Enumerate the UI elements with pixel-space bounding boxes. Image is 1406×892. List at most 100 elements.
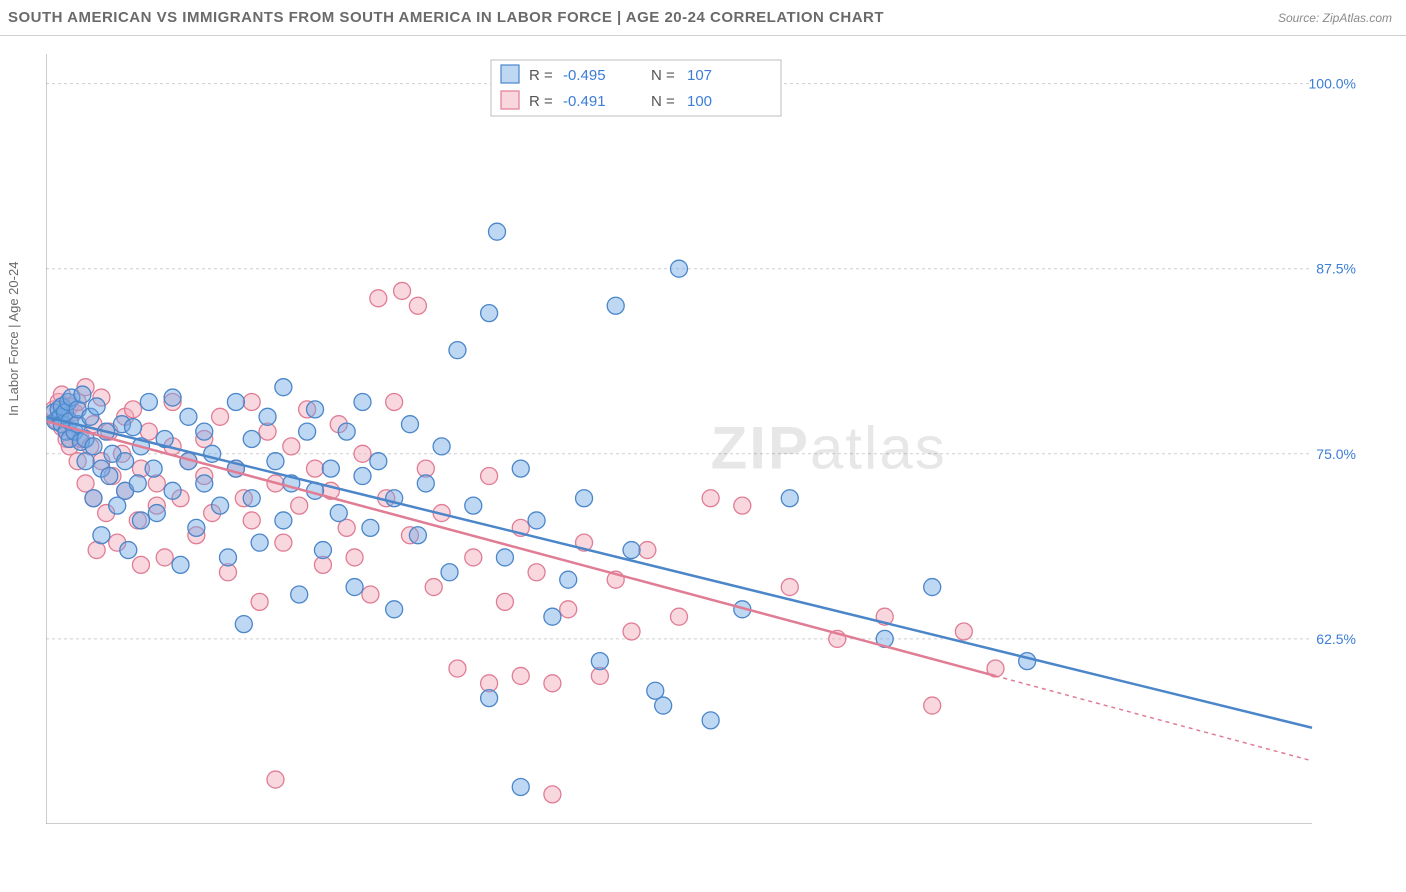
scatter-point xyxy=(544,786,561,803)
stats-r-label: R = xyxy=(529,67,553,84)
stats-r-value: -0.491 xyxy=(563,93,606,110)
scatter-point xyxy=(307,460,324,477)
scatter-point xyxy=(88,398,105,415)
scatter-point xyxy=(120,542,137,559)
scatter-point xyxy=(259,408,276,425)
scatter-point xyxy=(591,653,608,670)
scatter-point xyxy=(291,586,308,603)
scatter-point xyxy=(781,579,798,596)
scatter-point xyxy=(702,490,719,507)
scatter-point xyxy=(322,460,339,477)
scatter-point xyxy=(74,386,91,403)
scatter-point xyxy=(449,342,466,359)
scatter-point xyxy=(481,690,498,707)
scatter-point xyxy=(528,512,545,529)
scatter-point xyxy=(734,497,751,514)
scatter-point xyxy=(489,223,506,240)
scatter-point xyxy=(512,778,529,795)
scatter-point xyxy=(180,408,197,425)
scatter-point xyxy=(172,556,189,573)
scatter-point xyxy=(314,542,331,559)
scatter-point xyxy=(275,512,292,529)
scatter-point xyxy=(433,438,450,455)
scatter-point xyxy=(781,490,798,507)
scatter-point xyxy=(560,601,577,618)
scatter-point xyxy=(164,389,181,406)
scatter-point xyxy=(291,497,308,514)
scatter-point xyxy=(409,297,426,314)
scatter-point xyxy=(362,519,379,536)
stats-n-label: N = xyxy=(651,93,675,110)
scatter-point xyxy=(496,593,513,610)
scatter-point xyxy=(560,571,577,588)
scatter-point xyxy=(85,438,102,455)
scatter-point xyxy=(196,423,213,440)
scatter-point xyxy=(196,475,213,492)
scatter-point xyxy=(955,623,972,640)
scatter-point xyxy=(125,419,142,436)
scatter-point xyxy=(145,460,162,477)
scatter-point xyxy=(449,660,466,677)
scatter-point xyxy=(441,564,458,581)
y-axis-label: In Labor Force | Age 20-24 xyxy=(6,262,21,416)
scatter-point xyxy=(671,260,688,277)
scatter-point xyxy=(251,534,268,551)
scatter-point xyxy=(370,453,387,470)
y-tick-label: 75.0% xyxy=(1316,446,1356,462)
scatter-point xyxy=(386,393,403,410)
scatter-point xyxy=(528,564,545,581)
scatter-point xyxy=(307,401,324,418)
scatter-point xyxy=(243,393,260,410)
scatter-point xyxy=(267,771,284,788)
chart-area: In Labor Force | Age 20-24 62.5%75.0%87.… xyxy=(0,36,1406,856)
scatter-point xyxy=(132,512,149,529)
scatter-point xyxy=(465,549,482,566)
scatter-point xyxy=(354,468,371,485)
scatter-point xyxy=(924,697,941,714)
chart-header: SOUTH AMERICAN VS IMMIGRANTS FROM SOUTH … xyxy=(0,0,1406,36)
scatter-point xyxy=(243,490,260,507)
scatter-point xyxy=(417,475,434,492)
legend-swatch xyxy=(501,65,519,83)
scatter-point xyxy=(465,497,482,514)
scatter-point xyxy=(243,512,260,529)
scatter-point xyxy=(346,579,363,596)
scatter-point xyxy=(702,712,719,729)
scatter-point xyxy=(576,490,593,507)
scatter-point xyxy=(512,667,529,684)
scatter-point xyxy=(140,393,157,410)
y-tick-label: 100.0% xyxy=(1309,76,1356,92)
scatter-point xyxy=(671,608,688,625)
watermark: ZIPatlas xyxy=(711,415,947,482)
scatter-point xyxy=(283,438,300,455)
scatter-point xyxy=(148,475,165,492)
scatter-point xyxy=(219,549,236,566)
scatter-point xyxy=(924,579,941,596)
scatter-point xyxy=(212,497,229,514)
scatter-point xyxy=(386,601,403,618)
scatter-point xyxy=(544,675,561,692)
scatter-point xyxy=(370,290,387,307)
legend-swatch xyxy=(501,91,519,109)
scatter-point xyxy=(117,453,134,470)
scatter-point xyxy=(338,423,355,440)
scatter-point xyxy=(354,393,371,410)
scatter-point xyxy=(125,401,142,418)
scatter-point xyxy=(623,623,640,640)
scatter-point xyxy=(512,460,529,477)
scatter-point xyxy=(93,527,110,544)
y-tick-label: 87.5% xyxy=(1316,261,1356,277)
scatter-point xyxy=(129,475,146,492)
scatter-point xyxy=(496,549,513,566)
scatter-point xyxy=(132,556,149,573)
scatter-point xyxy=(639,542,656,559)
scatter-point xyxy=(267,453,284,470)
scatter-point xyxy=(481,305,498,322)
scatter-point xyxy=(275,534,292,551)
scatter-point xyxy=(481,468,498,485)
scatter-point xyxy=(275,379,292,396)
scatter-point xyxy=(544,608,561,625)
scatter-point xyxy=(330,505,347,522)
scatter-point xyxy=(401,416,418,433)
scatter-point xyxy=(188,519,205,536)
